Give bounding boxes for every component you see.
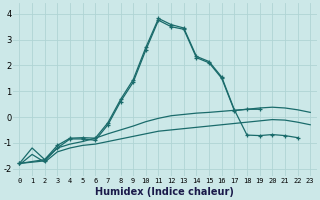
X-axis label: Humidex (Indice chaleur): Humidex (Indice chaleur): [95, 187, 234, 197]
